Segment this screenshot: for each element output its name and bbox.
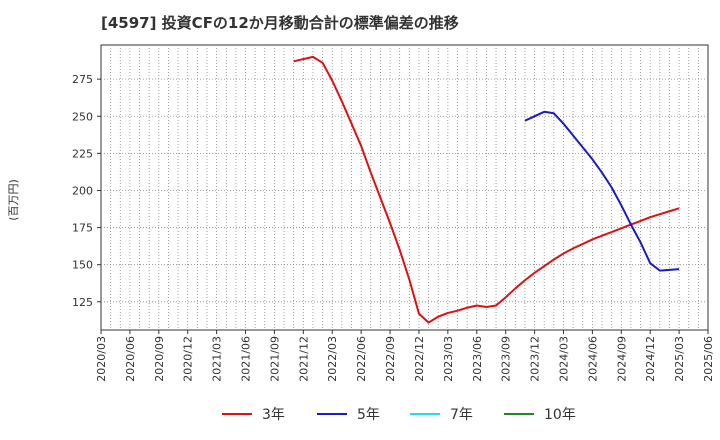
x-tick-label: 2020/12 <box>182 336 195 382</box>
x-tick-label: 2020/03 <box>95 336 108 382</box>
y-tick-label: 225 <box>72 147 93 160</box>
y-axis-label: (百万円) <box>7 179 20 221</box>
x-tick-label: 2023/03 <box>442 336 455 382</box>
x-tick-label: 2025/03 <box>673 336 686 382</box>
y-tick-label: 175 <box>72 222 93 235</box>
x-tick-label: 2024/12 <box>644 336 657 382</box>
y-tick-label: 250 <box>72 110 93 123</box>
x-tick-label: 2023/06 <box>471 336 484 382</box>
y-tick-label: 200 <box>72 184 93 197</box>
legend-label-7年: 7年 <box>450 407 473 423</box>
x-tick-label: 2024/09 <box>615 336 628 382</box>
legend-label-3年: 3年 <box>262 407 285 423</box>
x-tick-label: 2022/09 <box>384 336 397 382</box>
x-tick-label: 2021/09 <box>268 336 281 382</box>
x-tick-label: 2025/06 <box>702 336 715 382</box>
x-tick-label: 2021/03 <box>211 336 224 382</box>
y-axis: 125 150 175 200 225 250 275 <box>72 73 101 309</box>
legend: 3年 5年 7年 10年 <box>222 407 576 423</box>
x-tick-label: 2020/09 <box>153 336 166 382</box>
x-tick-label: 2022/12 <box>413 336 426 382</box>
x-axis: 2020/03 2020/06 2020/09 2020/12 2021/03 2021/… <box>95 330 715 382</box>
x-tick-label: 2020/06 <box>124 336 137 382</box>
x-tick-label: 2024/03 <box>557 336 570 382</box>
x-tick-label: 2022/06 <box>355 336 368 382</box>
plot-area <box>100 44 709 331</box>
y-tick-label: 275 <box>72 73 93 86</box>
x-tick-label: 2021/12 <box>297 336 310 382</box>
x-tick-label: 2022/03 <box>326 336 339 382</box>
x-tick-label: 2024/06 <box>586 336 599 382</box>
y-tick-label: 150 <box>72 259 93 272</box>
series-line-5年 <box>524 110 680 272</box>
x-tick-label: 2023/09 <box>500 336 513 382</box>
x-tick-label: 2021/06 <box>240 336 253 382</box>
chart-title: [4597] 投資CFの12か月移動合計の標準偏差の推移 <box>101 14 459 32</box>
series-lines <box>293 55 680 324</box>
y-tick-label: 125 <box>72 296 93 309</box>
x-tick-label: 2023/12 <box>529 336 542 382</box>
legend-label-10年: 10年 <box>544 407 576 423</box>
legend-label-5年: 5年 <box>357 407 380 423</box>
series-line-3年 <box>293 55 680 324</box>
grid <box>101 45 708 330</box>
